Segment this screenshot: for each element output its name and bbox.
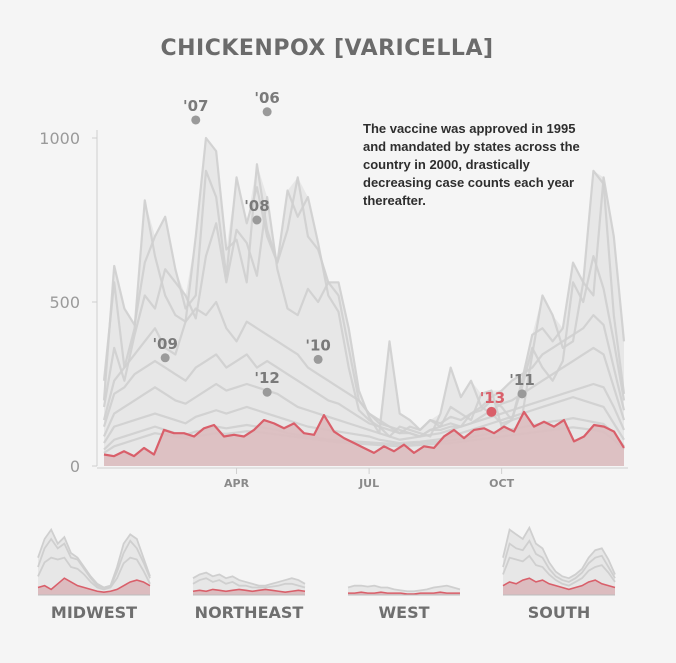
- highlight-series-area: [104, 411, 624, 466]
- west-region-label: WEST: [378, 603, 429, 622]
- history-series-line-5: [102, 346, 626, 438]
- x-tick-label-jul: JUL: [358, 477, 379, 490]
- history-series-line-7: [103, 396, 625, 445]
- south-history-line-2: [502, 539, 616, 583]
- northeast-history-line-2: [192, 577, 306, 589]
- annotated-point-label-13: '13: [480, 389, 505, 407]
- south-history-line-1: [502, 525, 616, 580]
- annotated-point-13: [486, 406, 497, 417]
- northeast-region-label: NORTHEAST: [195, 603, 304, 622]
- northeast-history-line-1: [192, 571, 306, 587]
- northeast-highlight-line: [192, 588, 306, 594]
- midwest-history-line-3: [37, 556, 151, 591]
- midwest-history-line-2: [37, 537, 151, 589]
- highlight-series-line: [103, 410, 625, 458]
- annotated-point-07: [191, 115, 201, 125]
- annotated-point-06: [262, 107, 272, 117]
- midwest-history-line-1: [37, 527, 151, 589]
- y-tick-label-1000: 1000: [39, 129, 80, 148]
- annotated-point-label-10: '10: [305, 336, 330, 354]
- history-series-line-1: [102, 136, 626, 438]
- midwest-highlight-line: [37, 577, 151, 594]
- midwest-region-label: MIDWEST: [51, 603, 137, 622]
- annotated-point-label-08: '08: [244, 197, 269, 215]
- west-history-line-1: [347, 584, 461, 593]
- annotated-point-09: [160, 353, 170, 363]
- annotated-point-label-06: '06: [254, 89, 279, 107]
- annotated-point-label-09: '09: [152, 335, 177, 353]
- annotated-point-label-07: '07: [183, 97, 208, 115]
- annotated-point-label-12: '12: [254, 369, 279, 387]
- annotated-point-12: [262, 387, 272, 397]
- west-highlight-line: [348, 591, 460, 595]
- chart-title: CHICKENPOX [VARICELLA]: [160, 36, 494, 61]
- history-series-line-2: [102, 169, 626, 435]
- y-tick-label-0: 0: [70, 457, 80, 476]
- midwest-highlight-area: [38, 578, 150, 595]
- annotated-point-label-11: '11: [509, 371, 534, 389]
- annotated-point-11: [517, 389, 527, 399]
- south-region-label: SOUTH: [528, 603, 590, 622]
- vaccine-annotation: The vaccine was approved in 1995 and man…: [363, 121, 580, 208]
- south-highlight-line: [502, 577, 616, 591]
- history-series-line-4: [102, 300, 626, 435]
- annotated-point-08: [252, 215, 262, 225]
- south-highlight-area: [503, 578, 615, 595]
- history-range-band: [104, 138, 624, 466]
- x-tick-label-oct: OCT: [489, 477, 514, 490]
- history-series-line-6: [102, 382, 626, 441]
- south-history-line-3: [502, 554, 616, 587]
- x-tick-label-apr: APR: [224, 477, 250, 490]
- y-tick-label-500: 500: [49, 293, 80, 312]
- annotated-point-10: [313, 354, 323, 364]
